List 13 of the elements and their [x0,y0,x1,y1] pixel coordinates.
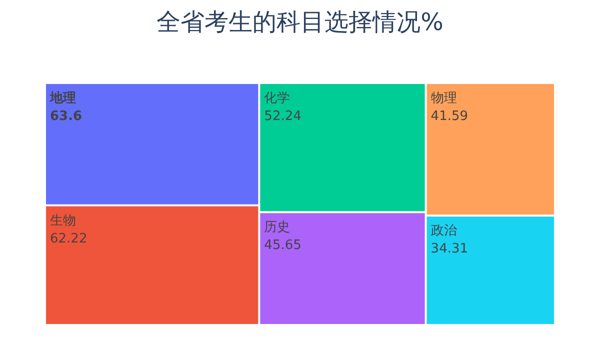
data-label: 34.31 [430,242,468,257]
category-label: 生物 [50,213,76,228]
category-label: 物理 [430,91,457,106]
text: 全省考生的科目选择情况% [156,8,444,36]
data-label: 63.6 [50,109,82,124]
category-label: 化学 [264,91,290,106]
category-label: 政治 [430,224,457,239]
data-label: 45.65 [264,238,302,254]
category-label: 地理 [49,91,76,106]
data-label: 62.22 [50,231,88,246]
data-label: 52.24 [264,109,302,124]
data-label: 41.59 [430,109,468,124]
category-label: 历史 [264,220,290,236]
